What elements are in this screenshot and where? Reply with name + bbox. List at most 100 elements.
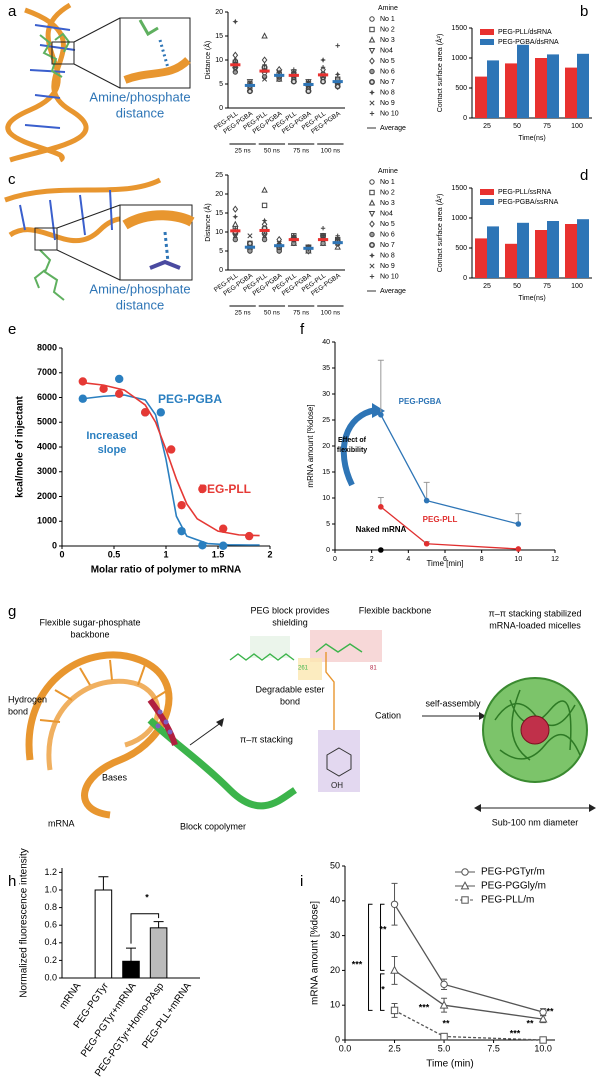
label: bond: [280, 696, 300, 706]
label: mRNA-loaded micelles: [489, 620, 581, 630]
y-tick-label: 40: [322, 339, 330, 346]
y-tick-label: 1.0: [44, 884, 57, 894]
x-tick-label: 6: [443, 556, 447, 563]
molecule-image-c: [4, 177, 195, 301]
bar: [535, 230, 547, 278]
marker: [247, 233, 253, 239]
marker: [369, 100, 375, 106]
panel-label: a: [8, 3, 17, 20]
legend-label: No 9: [380, 263, 395, 270]
x-tick-label: 25: [483, 283, 491, 290]
label: Hydrogen: [8, 694, 47, 704]
y-tick-label: 25: [215, 172, 223, 179]
group-label: 25 ns: [235, 148, 252, 155]
line: [393, 903, 544, 1013]
y-tick-label: 30: [322, 391, 330, 398]
panel-label: g: [8, 603, 16, 620]
y-tick-label: 1500: [451, 25, 467, 32]
marker: [247, 86, 253, 92]
y-tick-label: 1000: [451, 215, 467, 222]
x-tick-label: 25: [483, 123, 491, 130]
legend-label: Average: [380, 125, 406, 132]
x-tick-label: 100: [571, 123, 583, 130]
y-tick-label: 0: [463, 115, 467, 122]
panel-label: c: [8, 171, 16, 188]
y-tick-label: 3000: [37, 466, 57, 476]
marker: [539, 1036, 547, 1044]
marker: [369, 111, 375, 116]
x-tick-label: PEG-PLL+mRNA: [140, 981, 194, 1051]
series-label: PEG-PGBA: [158, 392, 222, 406]
legend-swatch: [480, 39, 494, 45]
bar: [535, 58, 547, 118]
y-tick-label: 10: [330, 1000, 340, 1010]
line: [394, 969, 544, 1020]
x-tick-label: 50: [513, 283, 521, 290]
label: Flexible backbone: [359, 605, 432, 615]
bar: [577, 219, 589, 278]
marker: [368, 211, 376, 218]
marker: [538, 1014, 548, 1023]
y-tick-label: 1500: [451, 185, 467, 192]
x-tick-label: 10.0: [534, 1043, 552, 1053]
x-axis-label: Molar ratio of polymer to mRNA: [91, 565, 242, 576]
x-axis-label: Time(ns): [518, 295, 545, 302]
marker: [334, 236, 341, 243]
legend-swatch: [480, 199, 494, 205]
marker: [291, 233, 297, 238]
marker: [305, 88, 312, 95]
panel-label: b: [580, 3, 588, 20]
y-tick-label: 50: [330, 860, 340, 870]
marker: [232, 67, 238, 73]
series-label: Naked mRNA: [356, 525, 407, 534]
y-tick-label: 1.2: [44, 867, 57, 877]
series-label: PEG-PGBA: [399, 397, 442, 406]
label: bond: [8, 706, 28, 716]
marker: [369, 26, 375, 33]
label: shielding: [272, 617, 308, 627]
label: mRNA: [48, 818, 75, 828]
image-caption: Amine/phosphate: [89, 89, 190, 104]
significance-bracket: [368, 903, 385, 1011]
x-axis-label: Time(ns): [518, 135, 545, 142]
point: [219, 541, 228, 550]
bar: [475, 76, 487, 118]
legend-label: PEG-PLL/dsRNA: [498, 29, 552, 36]
y-tick-label: 0: [335, 1034, 340, 1044]
y-tick-label: 5: [326, 521, 330, 528]
legend-label: PEG-PLL/ssRNA: [498, 189, 552, 196]
group-label: 50 ns: [264, 310, 281, 317]
x-tick-label: 0.5: [108, 549, 121, 559]
marker: [369, 263, 375, 269]
legend-label: No 8: [380, 89, 395, 96]
point: [78, 377, 88, 386]
x-tick-label: 1: [163, 549, 168, 559]
group-label: 75 ns: [293, 310, 310, 317]
error-bar: [98, 876, 109, 890]
flexibility-arrow: [340, 407, 377, 487]
marker: [290, 78, 297, 85]
y-axis-label: Distance (Å): [203, 203, 212, 242]
y-tick-label: 10: [215, 229, 223, 236]
x-tick-label: 5.0: [438, 1043, 451, 1053]
marker: [369, 179, 375, 185]
panel-label: e: [8, 321, 16, 338]
line: [380, 414, 519, 525]
y-tick-label: 10: [322, 495, 330, 502]
label: Degradable ester: [255, 684, 324, 694]
marker: [369, 189, 375, 196]
x-tick-label: 1.5: [212, 549, 225, 559]
marker: [515, 546, 522, 552]
marker: [423, 540, 430, 547]
legend-label: No 9: [380, 100, 395, 107]
y-tick-label: 0.8: [44, 902, 57, 912]
marker: [276, 69, 282, 75]
point: [177, 500, 186, 510]
label: OH: [331, 781, 343, 790]
marker: [369, 68, 375, 75]
arrow-head: [372, 403, 385, 418]
label: Flexible sugar-phosphate: [39, 617, 140, 627]
y-tick-label: 1000: [451, 55, 467, 62]
annotation: **: [379, 924, 387, 934]
